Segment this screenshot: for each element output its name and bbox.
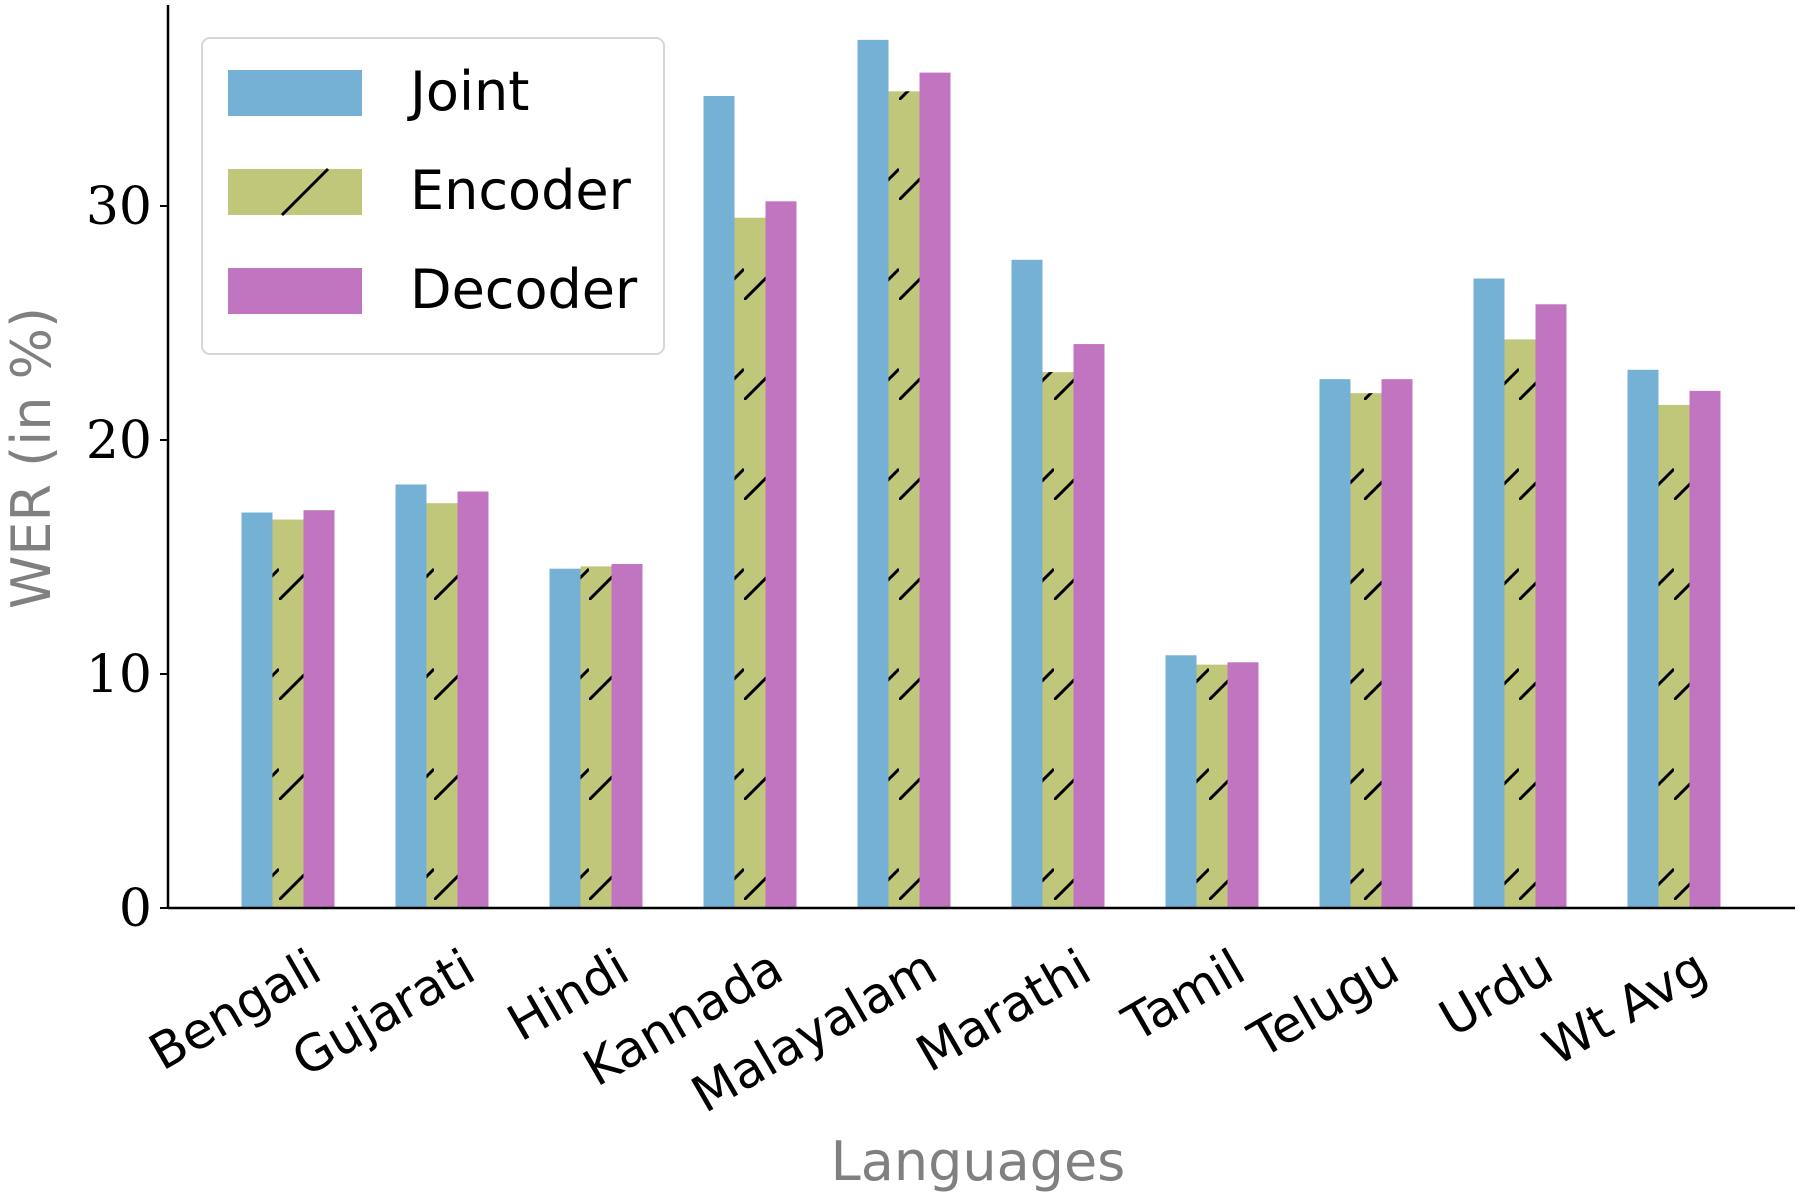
bar-hatch-gujarati <box>426 503 458 908</box>
bar-decoder-urdu <box>1535 304 1567 908</box>
y-tick-label: 10 <box>86 645 152 705</box>
x-tick-label: Wt Avg <box>1534 938 1717 1077</box>
bar-joint-bengali <box>241 512 273 908</box>
bar-joint-gujarati <box>395 484 427 908</box>
bar-joint-malayalam <box>857 39 889 909</box>
bar-hatch-wt-avg <box>1658 404 1690 908</box>
bar-hatch-kannada <box>734 217 766 908</box>
x-axis-title: Languages <box>831 1130 1126 1193</box>
bar-hatch-marathi <box>1042 372 1074 908</box>
bar-decoder-marathi <box>1073 344 1105 908</box>
y-tick-label: 20 <box>86 411 152 471</box>
legend-swatch-joint <box>228 70 362 116</box>
bar-hatch-telugu <box>1350 393 1382 908</box>
bar-joint-urdu <box>1473 278 1505 908</box>
y-tick-label: 30 <box>86 177 152 237</box>
y-axis-title: WER (in %) <box>0 307 63 609</box>
bar-hatch-malayalam <box>888 91 920 909</box>
x-tick-label: Telugu <box>1238 938 1408 1070</box>
bar-decoder-kannada <box>765 201 797 908</box>
bar-hatch-bengali <box>272 519 304 908</box>
bar-joint-marathi <box>1011 259 1043 908</box>
bar-decoder-hindi <box>611 564 643 908</box>
legend-swatch-encoder <box>228 169 362 215</box>
legend-hatch-mark <box>280 167 330 217</box>
bar-decoder-tamil <box>1227 662 1259 908</box>
bar-joint-telugu <box>1319 379 1351 908</box>
bar-hatch-hindi <box>580 566 612 908</box>
bar-joint-kannada <box>703 96 735 908</box>
bar-decoder-malayalam <box>919 72 951 909</box>
legend: Joint Encoder Decoder <box>201 37 665 355</box>
bar-joint-hindi <box>549 568 581 908</box>
bar-decoder-bengali <box>303 510 335 908</box>
x-tick-label: Tamil <box>1112 938 1254 1053</box>
legend-label-decoder: Decoder <box>410 258 638 321</box>
bar-decoder-wt-avg <box>1689 390 1721 908</box>
bar-hatch-tamil <box>1196 664 1228 908</box>
x-tick-label: Marathi <box>907 938 1101 1083</box>
bars-group <box>241 39 1721 909</box>
y-tick-label: 0 <box>119 879 152 939</box>
y-ticks: 0 10 20 30 <box>86 177 168 939</box>
bar-joint-wt-avg <box>1627 369 1659 908</box>
legend-swatch-decoder <box>228 268 362 314</box>
legend-label-encoder: Encoder <box>410 159 632 222</box>
bar-decoder-telugu <box>1381 379 1413 908</box>
bar-hatch-urdu <box>1504 339 1536 908</box>
bar-decoder-gujarati <box>457 491 489 908</box>
legend-label-joint: Joint <box>407 60 529 123</box>
bar-joint-tamil <box>1165 655 1197 908</box>
